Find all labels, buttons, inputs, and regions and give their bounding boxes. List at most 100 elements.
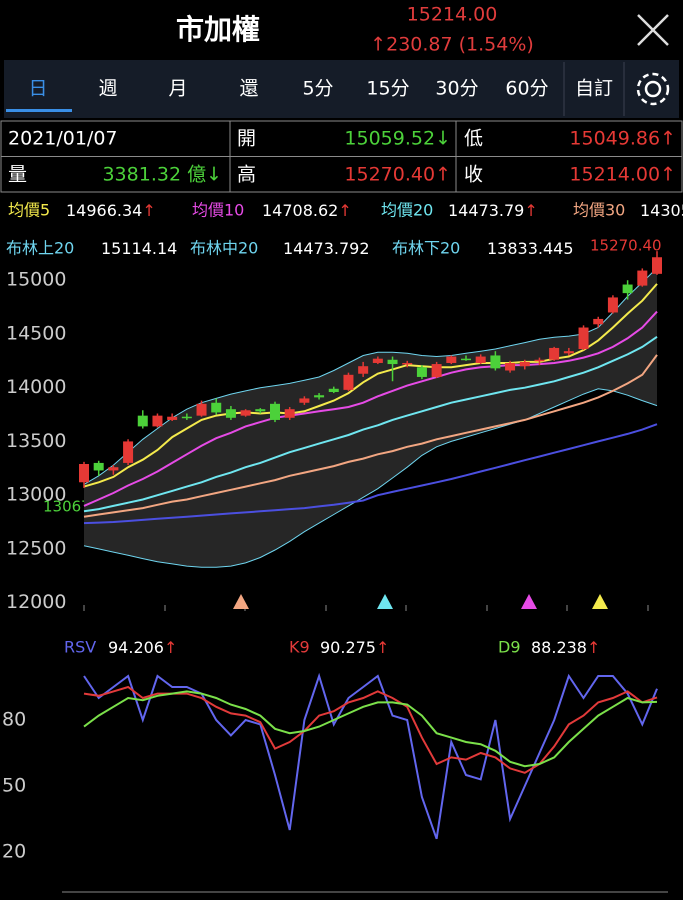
candle-body bbox=[402, 362, 413, 365]
line bbox=[83, 267, 658, 485]
tab[interactable]: 還 bbox=[239, 78, 258, 100]
legend-value: 15114.14 bbox=[101, 239, 177, 258]
legend-value: 14473.792 bbox=[283, 239, 370, 258]
quote-date: 2021/01/07 bbox=[8, 128, 118, 150]
legend-number: 14708.62 bbox=[262, 201, 338, 220]
candle-body bbox=[534, 359, 545, 362]
candle-body bbox=[225, 409, 236, 418]
candle-body bbox=[196, 403, 207, 416]
legend-trend: ↑ bbox=[338, 201, 351, 220]
signal-marker bbox=[592, 594, 608, 609]
legend-number: 14305.21 bbox=[640, 201, 683, 220]
candle-body bbox=[622, 284, 633, 294]
line bbox=[83, 310, 658, 507]
legend-trend: ↑ bbox=[164, 638, 177, 657]
line bbox=[83, 685, 658, 774]
candle-body bbox=[519, 361, 530, 367]
y-tick-label: 12000 bbox=[6, 591, 66, 613]
candle-body bbox=[299, 398, 310, 403]
candle-body bbox=[79, 464, 89, 483]
legend-name: 均價30 bbox=[573, 201, 625, 220]
y-tick-label: 80 bbox=[2, 709, 26, 731]
line bbox=[83, 690, 658, 768]
line bbox=[83, 423, 658, 525]
legend-name: 均價5 bbox=[8, 201, 50, 220]
candle-body bbox=[328, 388, 339, 392]
candle-body bbox=[284, 409, 295, 418]
signal-marker bbox=[377, 594, 393, 609]
y-tick-label: 13000 bbox=[6, 484, 66, 506]
tab[interactable]: 月 bbox=[168, 78, 187, 100]
y-tick-label: 14000 bbox=[6, 376, 66, 398]
candle-body bbox=[563, 351, 574, 354]
tab[interactable]: 日 bbox=[28, 78, 47, 100]
tab[interactable]: 30分 bbox=[435, 78, 478, 100]
candle-body bbox=[255, 409, 266, 412]
legend-value: 14708.62↑ bbox=[262, 201, 352, 220]
tab[interactable]: 週 bbox=[98, 78, 117, 100]
candle-body bbox=[152, 415, 163, 427]
candle-body bbox=[123, 441, 134, 463]
legend-name: RSV bbox=[64, 638, 96, 657]
quote-label: 高 bbox=[237, 164, 256, 186]
legend-number: 94.206 bbox=[108, 638, 164, 657]
legend-trend: ↑ bbox=[587, 638, 600, 657]
legend-number: 13833.445 bbox=[487, 239, 574, 258]
quote-label: 開 bbox=[237, 128, 256, 150]
quote-value: 15049.86↑ bbox=[569, 128, 676, 150]
candle-body bbox=[475, 356, 486, 363]
tab-bar bbox=[4, 60, 679, 118]
legend-value: 13833.445 bbox=[487, 239, 574, 258]
legend-number: 14966.34 bbox=[66, 201, 142, 220]
line bbox=[83, 354, 658, 518]
line bbox=[83, 388, 658, 568]
quote-label: 收 bbox=[464, 164, 483, 186]
price: 15214.00 bbox=[407, 4, 498, 26]
legend-value: 14305.21↑ bbox=[640, 201, 683, 220]
candle-body bbox=[372, 358, 383, 363]
legend-number: 14473.792 bbox=[283, 239, 370, 258]
candle-body bbox=[181, 416, 192, 419]
line bbox=[83, 335, 658, 513]
legend-value: 14473.79↑ bbox=[448, 201, 538, 220]
quote-label: 低 bbox=[464, 128, 483, 150]
signal-marker bbox=[521, 594, 537, 609]
quote-label: 量 bbox=[8, 164, 27, 186]
legend-number: 14473.79 bbox=[448, 201, 524, 220]
legend-value: 14966.34↑ bbox=[66, 201, 156, 220]
candle-body bbox=[431, 364, 442, 377]
signal-marker bbox=[233, 594, 249, 609]
candle-body bbox=[137, 415, 148, 427]
tab[interactable]: 自訂 bbox=[575, 78, 613, 100]
candle-body bbox=[416, 367, 427, 377]
legend-trend: ↑ bbox=[376, 638, 389, 657]
quote-value: 15270.40↑ bbox=[344, 164, 451, 186]
line bbox=[83, 283, 658, 488]
candle-body bbox=[358, 366, 369, 374]
y-tick-label: 15000 bbox=[6, 269, 66, 291]
tab[interactable]: 5分 bbox=[302, 78, 333, 100]
legend-trend: ↑ bbox=[142, 201, 155, 220]
legend-value: 88.238↑ bbox=[531, 638, 600, 657]
candle-body bbox=[211, 402, 222, 413]
legend-name: D9 bbox=[498, 638, 521, 657]
tab[interactable]: 60分 bbox=[505, 78, 548, 100]
candle-body bbox=[108, 467, 119, 471]
legend-number: 88.238 bbox=[531, 638, 587, 657]
quote-value: 3381.32 億↓ bbox=[102, 164, 222, 186]
close-button[interactable] bbox=[637, 14, 669, 46]
tab-underline bbox=[6, 109, 72, 112]
candle-body bbox=[652, 257, 662, 274]
settings-button[interactable] bbox=[636, 72, 670, 106]
y-tick-label: 20 bbox=[2, 841, 26, 863]
candle-body bbox=[93, 462, 104, 471]
candle-body bbox=[343, 374, 354, 390]
candle-body bbox=[270, 403, 280, 420]
legend-name: 布林中20 bbox=[190, 239, 258, 258]
candle-body bbox=[549, 347, 560, 360]
title: 市加權 bbox=[176, 13, 260, 46]
tab[interactable]: 15分 bbox=[366, 78, 409, 100]
y-tick-label: 13500 bbox=[6, 430, 66, 452]
max-label: 15270.40 bbox=[590, 237, 662, 255]
